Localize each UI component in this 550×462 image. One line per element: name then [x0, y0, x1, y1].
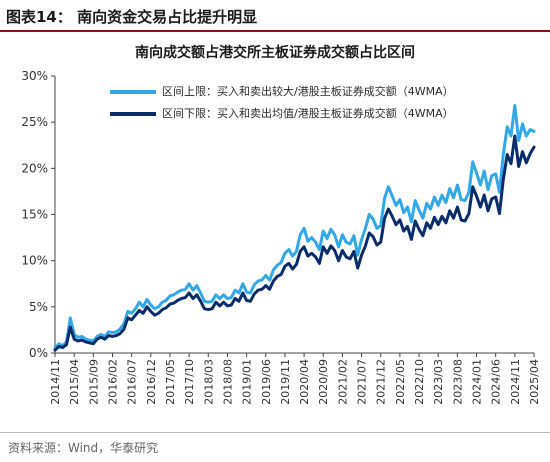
x-tick-label: 2023/08 — [451, 359, 464, 405]
x-tick-label: 2018/08 — [221, 359, 234, 405]
y-tick-label: 15% — [21, 208, 48, 222]
x-tick-label: 2019/01 — [241, 359, 254, 405]
x-tick-label: 2017/05 — [164, 359, 177, 405]
figure-header: 图表14： 南向资金交易占比提升明显 — [0, 0, 550, 30]
y-tick-label: 25% — [21, 115, 48, 129]
x-tick-label: 2016/12 — [145, 359, 158, 405]
header-rule — [0, 30, 550, 32]
x-tick-label: 2022/05 — [394, 359, 407, 405]
y-tick-label: 30% — [21, 69, 48, 83]
figure-title: 图表14： 南向资金交易占比提升明显 — [6, 8, 258, 26]
x-tick-label: 2022/10 — [413, 359, 426, 405]
x-tick-label: 2018/03 — [202, 359, 215, 405]
legend-swatch-lower — [110, 112, 156, 116]
x-tick-label: 2024/11 — [509, 359, 522, 405]
legend-item-upper: 区间上限：买入和卖出较大/港股主板证券成交额（4WMA） — [110, 83, 454, 101]
series-line-upper — [53, 104, 536, 350]
y-tick-label: 0% — [29, 346, 48, 360]
footer-rule — [0, 432, 550, 433]
x-tick-label: 2020/04 — [298, 359, 311, 405]
x-tick-label: 2016/02 — [106, 359, 119, 405]
legend-label-lower: 区间下限：买入和卖出均值/港股主板证券成交额（4WMA） — [162, 107, 454, 120]
x-tick-label: 2021/07 — [356, 359, 369, 405]
x-tick-label: 2015/09 — [87, 359, 100, 405]
chart-title: 南向成交额占港交所主板证券成交额占比区间 — [135, 45, 415, 61]
x-tick-label: 2014/11 — [49, 359, 62, 405]
x-tick-label: 2021/12 — [375, 359, 388, 405]
x-tick-label: 2025/04 — [528, 359, 541, 405]
y-tick-label: 10% — [21, 254, 48, 268]
series-line-lower — [53, 134, 536, 352]
y-tick-label: 5% — [29, 300, 48, 314]
x-tick-label: 2016/07 — [126, 359, 139, 405]
chart-legend: 区间上限：买入和卖出较大/港股主板证券成交额（4WMA） 区间下限：买入和卖出均… — [110, 83, 454, 127]
x-tick-label: 2017/10 — [183, 359, 196, 405]
y-tick-label: 20% — [21, 161, 48, 175]
source-note: 资料来源：Wind，华泰研究 — [8, 441, 159, 455]
legend-label-upper: 区间上限：买入和卖出较大/港股主板证券成交额（4WMA） — [162, 85, 454, 98]
legend-swatch-upper — [110, 90, 156, 94]
x-tick-label: 2021/02 — [336, 359, 349, 405]
x-tick-label: 2019/11 — [279, 359, 292, 405]
x-tick-label: 2019/06 — [260, 359, 273, 405]
x-tick-label: 2020/09 — [317, 359, 330, 405]
x-tick-label: 2024/01 — [471, 359, 484, 405]
x-tick-label: 2023/03 — [432, 359, 445, 405]
x-tick-label: 2024/06 — [490, 359, 503, 405]
x-tick-label: 2015/04 — [68, 359, 81, 405]
legend-item-lower: 区间下限：买入和卖出均值/港股主板证券成交额（4WMA） — [110, 105, 454, 123]
